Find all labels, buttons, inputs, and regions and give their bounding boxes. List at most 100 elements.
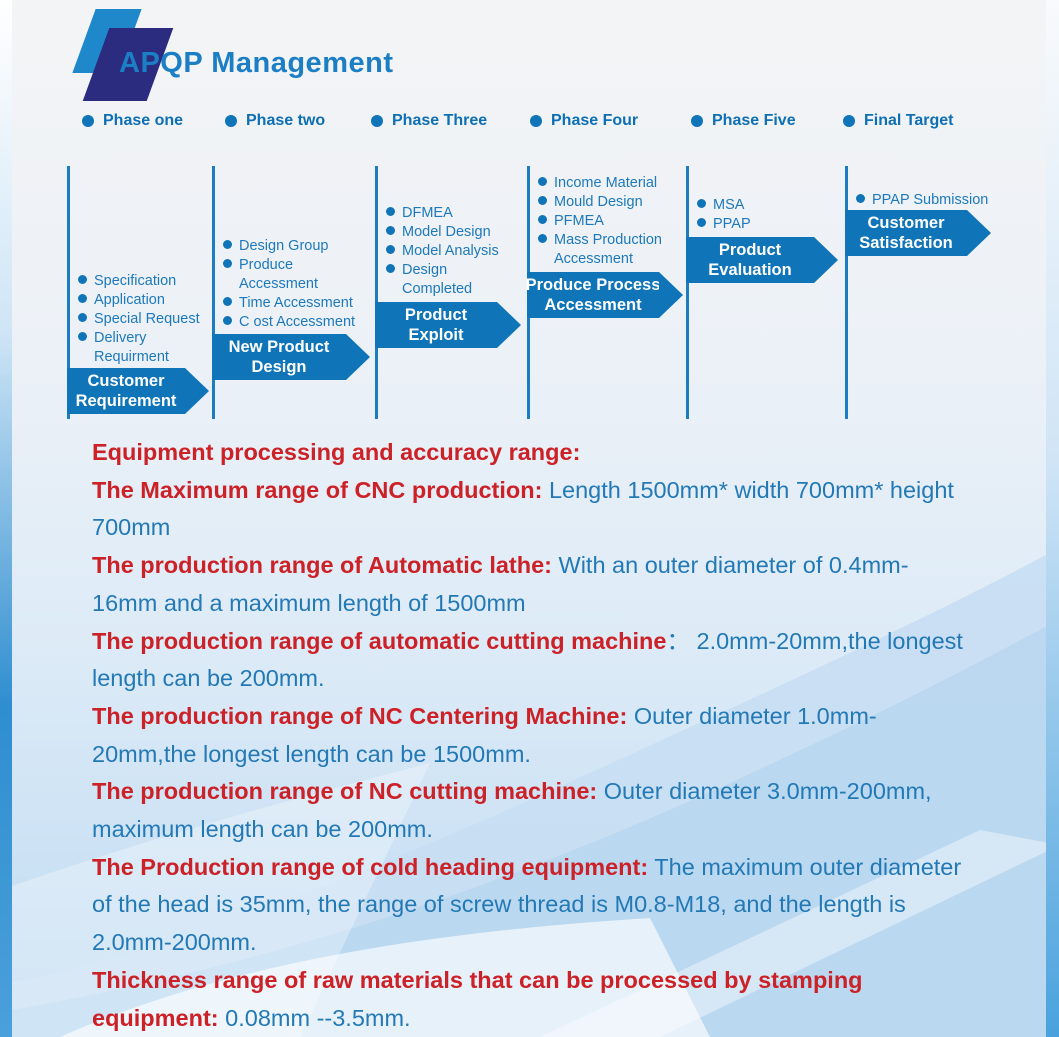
list-item: Mould Design: [538, 193, 662, 212]
bullet-list: Design Group Produce Accessment Time Access…: [223, 237, 355, 332]
phase-header-6: Final Target: [843, 112, 954, 130]
bullet-icon: [386, 245, 395, 254]
spec-body: With an outer diameter of 0.4mm-16mm and…: [92, 552, 909, 616]
stage-banner-label: Customer Requirement: [67, 368, 185, 414]
page-title: APQP Management: [119, 47, 394, 79]
list-item: Specification: [78, 272, 200, 291]
list-item: Produce Accessment: [223, 256, 355, 294]
bullet-icon: [856, 194, 865, 203]
stage-banner: Product Evaluation: [686, 237, 838, 283]
bullet-icon: [78, 332, 87, 341]
spec-line-8: Thickness range of raw materials that ca…: [92, 962, 968, 1037]
bullet-list: Income Material Mould Design PFMEA Mass Pro…: [538, 174, 662, 269]
phase-column-6: PPAP Submission Customer Satisfaction: [845, 166, 1020, 419]
stage-banner-label: Product Exploit: [375, 302, 497, 348]
bullet-icon: [386, 226, 395, 235]
bullet-list: DFMEA Model Design Model Analysis Design Com…: [386, 204, 499, 299]
bullet-icon: [223, 316, 232, 325]
column-line: [212, 166, 215, 419]
phase-dot-icon: [225, 115, 237, 127]
spec-body: Outer diameter 1.0mm-20mm,the longest le…: [92, 702, 877, 767]
arrow-tip-icon: [497, 302, 521, 348]
list-item: Delivery Requirment: [78, 329, 200, 367]
spec-body: The maximum outer diameter of the head i…: [92, 853, 962, 956]
phase-label: Phase Three: [392, 112, 488, 129]
list-item: Model Design: [386, 223, 499, 242]
list-item: PPAP: [697, 215, 751, 234]
bullet-icon: [697, 199, 706, 208]
arrow-tip-icon: [659, 272, 683, 318]
spec-body: ： 2.0mm-20mm,the longest length can be 2…: [92, 627, 963, 692]
stage-banner: Customer Requirement: [67, 368, 209, 414]
stage-banner: Product Exploit: [375, 302, 521, 348]
stage-banner-label: New Product Design: [212, 334, 346, 380]
arrow-tip-icon: [967, 210, 991, 256]
spec-heading: Thickness range of raw materials that ca…: [92, 966, 863, 1031]
bullet-icon: [697, 218, 706, 227]
phase-header-5: Phase Five: [691, 112, 796, 130]
stage-banner: Customer Satisfaction: [845, 210, 991, 256]
arrow-tip-icon: [814, 237, 838, 283]
phase-header-4: Phase Four: [530, 112, 638, 130]
phase-dot-icon: [82, 115, 94, 127]
phase-dot-icon: [530, 115, 542, 127]
phase-label: Final Target: [864, 112, 954, 129]
column-line: [67, 166, 70, 419]
stage-banner: New Product Design: [212, 334, 370, 380]
spec-heading: The production range of automatic cuttin…: [92, 627, 667, 654]
bullet-icon: [223, 259, 232, 268]
spec-heading: The production range of Automatic lathe:: [92, 552, 552, 579]
bullet-icon: [78, 294, 87, 303]
bullet-icon: [538, 215, 547, 224]
bullet-list: MSA PPAP: [697, 196, 751, 234]
phase-column-2: Design Group Produce Accessment Time Access…: [212, 166, 372, 419]
list-item: Special Request: [78, 310, 200, 329]
list-item: Model Analysis: [386, 242, 499, 261]
spec-line-1: Equipment processing and accuracy range:: [92, 434, 968, 472]
phase-label: Phase Four: [551, 112, 639, 129]
phase-header-3: Phase Three: [371, 112, 487, 130]
bullet-icon: [223, 297, 232, 306]
spec-body: Outer diameter 3.0mm-200mm, maximum leng…: [92, 778, 932, 843]
phase-label: Phase two: [246, 112, 326, 129]
spec-line-5: The production range of NC Centering Mac…: [92, 698, 968, 773]
bullet-list: Specification Application Special Request D…: [78, 272, 200, 367]
list-item: PPAP Submission: [856, 191, 988, 210]
bullet-list: PPAP Submission: [856, 191, 988, 210]
spec-heading: The Maximum range of CNC production:: [92, 476, 543, 503]
bullet-icon: [538, 196, 547, 205]
list-item: Mass Production Accessment: [538, 231, 662, 269]
spec-heading: Equipment processing and accuracy range:: [92, 439, 581, 465]
list-item: DFMEA: [386, 204, 499, 223]
phase-label: Phase one: [103, 112, 184, 129]
spec-line-7: The Production range of cold heading equ…: [92, 849, 968, 962]
stage-banner: Produce Process Accessment: [526, 272, 683, 318]
arrow-tip-icon: [346, 334, 370, 380]
list-item: Application: [78, 291, 200, 310]
column-line: [845, 166, 848, 419]
list-item: C ost Accessment: [223, 313, 355, 332]
bullet-icon: [78, 275, 87, 284]
phase-column-1: Specification Application Special Request D…: [67, 166, 209, 419]
list-item: Design Completed: [386, 261, 499, 299]
spec-line-4: The production range of automatic cuttin…: [92, 623, 968, 698]
list-item: Time Accessment: [223, 294, 355, 313]
phase-column-4: Income Material Mould Design PFMEA Mass Pro…: [526, 166, 683, 419]
stage-banner-label: Customer Satisfaction: [845, 210, 967, 256]
column-line: [375, 166, 378, 419]
phase-label: Phase Five: [712, 112, 796, 129]
phase-dot-icon: [691, 115, 703, 127]
bullet-icon: [386, 207, 395, 216]
bullet-icon: [538, 177, 547, 186]
bullet-icon: [223, 240, 232, 249]
spec-body: Length 1500mm* width 700mm* height 700mm: [92, 476, 954, 541]
bullet-icon: [538, 234, 547, 243]
arrow-tip-icon: [185, 368, 209, 414]
spec-line-3: The production range of Automatic lathe:…: [92, 547, 968, 622]
spec-heading: The Production range of cold heading equ…: [92, 853, 649, 880]
stage-banner-label: Product Evaluation: [686, 237, 814, 283]
phase-column-5: MSA PPAP Product Evaluation: [686, 166, 842, 419]
stage-banner-label: Produce Process Accessment: [526, 272, 660, 318]
